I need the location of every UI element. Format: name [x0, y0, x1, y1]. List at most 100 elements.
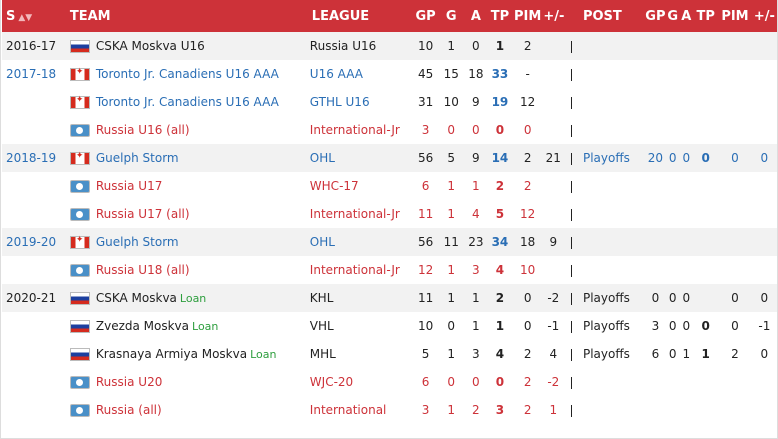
league-link[interactable]: Russia U16 — [309, 39, 377, 53]
pim-cell: - — [525, 67, 530, 81]
league-link[interactable]: International-Jr — [309, 263, 400, 277]
post-goals-cell — [666, 32, 680, 60]
league-link[interactable]: KHL — [309, 291, 334, 305]
assists-cell: 1 — [472, 319, 480, 333]
header-a[interactable]: A — [470, 8, 481, 24]
points-cell: 19 — [491, 95, 509, 109]
season-cell[interactable]: 2017-18 — [6, 67, 57, 81]
russia-flag-icon — [69, 40, 90, 53]
header-team[interactable]: TEAM — [69, 8, 111, 24]
assists-cell: 3 — [472, 263, 480, 277]
team-link[interactable]: Zvezda Moskva — [95, 319, 190, 333]
league-link[interactable]: OHL — [309, 151, 335, 165]
table-row: Russia U18 (all) International-Jr 12 1 3 4 10 — [2, 256, 777, 284]
points-cell: 2 — [495, 179, 505, 193]
header-plus-minus[interactable]: +/- — [543, 8, 565, 24]
header-gp[interactable]: GP — [415, 8, 436, 24]
column-separator — [563, 368, 579, 396]
globe-flag-icon — [69, 124, 90, 137]
post-pim-cell — [718, 32, 752, 60]
post-gp-cell — [645, 116, 666, 144]
post-plus-minus-cell — [752, 32, 777, 60]
goals-cell: 5 — [447, 151, 456, 165]
header-post-gp[interactable]: GP — [645, 8, 666, 24]
points-cell: 14 — [491, 151, 509, 165]
season-cell: 2020-21 — [6, 291, 57, 305]
team-link[interactable]: CSKA Moskva U16 — [95, 39, 205, 53]
postseason-label — [579, 88, 645, 116]
goals-cell: 0 — [447, 319, 456, 333]
sort-icon[interactable]: ▲▼ — [18, 12, 33, 23]
league-link[interactable]: MHL — [309, 347, 336, 361]
postseason-label — [579, 228, 645, 256]
team-link[interactable]: Russia (all) — [95, 403, 162, 417]
separator-bar — [570, 292, 572, 305]
gp-cell: 11 — [417, 291, 434, 305]
header-post-tp[interactable]: TP — [696, 8, 715, 24]
post-assists-cell — [679, 32, 693, 60]
post-points-cell — [693, 368, 718, 396]
team-link[interactable]: Krasnaya Armiya Moskva — [95, 347, 248, 361]
team-link[interactable]: Guelph Storm — [95, 151, 179, 165]
plus-minus-cell — [543, 172, 563, 200]
header-g[interactable]: G — [445, 8, 457, 24]
plus-minus-cell: 9 — [549, 235, 558, 249]
header-post-g[interactable]: G — [667, 8, 679, 24]
header-post-a[interactable]: A — [681, 8, 692, 24]
league-link[interactable]: U16 AAA — [309, 67, 363, 81]
plus-minus-cell: -2 — [547, 375, 560, 389]
team-link[interactable]: Toronto Jr. Canadiens U16 AAA — [95, 67, 279, 81]
season-cell[interactable]: 2018-19 — [6, 151, 57, 165]
season-cell[interactable]: 2019-20 — [6, 235, 57, 249]
header-league[interactable]: LEAGUE — [311, 8, 370, 24]
league-link[interactable]: VHL — [309, 319, 334, 333]
team-link[interactable]: Russia U17 (all) — [95, 207, 190, 221]
assists-cell: 4 — [472, 207, 480, 221]
team-link[interactable]: Russia U20 — [95, 375, 163, 389]
team-link[interactable]: Russia U18 (all) — [95, 263, 190, 277]
separator-bar — [570, 320, 572, 333]
points-cell: 3 — [495, 403, 505, 417]
header-pim[interactable]: PIM — [514, 8, 542, 24]
assists-cell: 0 — [472, 39, 480, 53]
header-post-plus-minus[interactable]: +/- — [753, 8, 775, 24]
canada-flag-icon — [69, 95, 90, 109]
postseason-label — [579, 172, 645, 200]
league-link[interactable]: International-Jr — [309, 207, 400, 221]
league-link[interactable]: International-Jr — [309, 123, 400, 137]
gp-cell: 12 — [417, 263, 434, 277]
post-gp-cell — [645, 228, 666, 256]
post-pim-cell: 0 — [731, 151, 739, 165]
pim-cell: 0 — [523, 319, 532, 333]
league-link[interactable]: WJC-20 — [309, 375, 354, 389]
post-gp-cell: 6 — [651, 347, 660, 361]
header-post[interactable]: POST — [582, 8, 622, 24]
team-link[interactable]: Russia U17 — [95, 179, 163, 193]
header-separator — [563, 0, 579, 32]
table-row: Toronto Jr. Canadiens U16 AAA GTHL U16 31 1… — [2, 88, 777, 116]
column-separator — [563, 228, 579, 256]
postseason-label — [579, 256, 645, 284]
header-season[interactable]: S ▲▼ — [6, 8, 33, 24]
header-tp[interactable]: TP — [490, 8, 510, 24]
league-link[interactable]: OHL — [309, 235, 335, 249]
post-plus-minus-cell — [752, 60, 777, 88]
points-cell: 4 — [495, 263, 505, 277]
plus-minus-cell: 4 — [549, 347, 558, 361]
canada-flag-icon — [69, 235, 90, 249]
plus-minus-cell — [543, 32, 563, 60]
team-link[interactable]: Guelph Storm — [95, 235, 179, 249]
season-cell — [2, 396, 66, 424]
team-link[interactable]: Russia U16 (all) — [95, 123, 190, 137]
team-link[interactable]: Toronto Jr. Canadiens U16 AAA — [95, 95, 279, 109]
league-link[interactable]: International — [309, 403, 387, 417]
header-post-pim[interactable]: PIM — [721, 8, 749, 24]
post-gp-cell — [645, 172, 666, 200]
season-cell[interactable] — [2, 88, 66, 116]
post-points-cell — [693, 60, 718, 88]
post-goals-cell — [666, 88, 680, 116]
team-link[interactable]: CSKA Moskva — [95, 291, 177, 305]
league-link[interactable]: WHC-17 — [309, 179, 359, 193]
league-link[interactable]: GTHL U16 — [309, 95, 370, 109]
globe-flag-icon — [69, 264, 90, 277]
